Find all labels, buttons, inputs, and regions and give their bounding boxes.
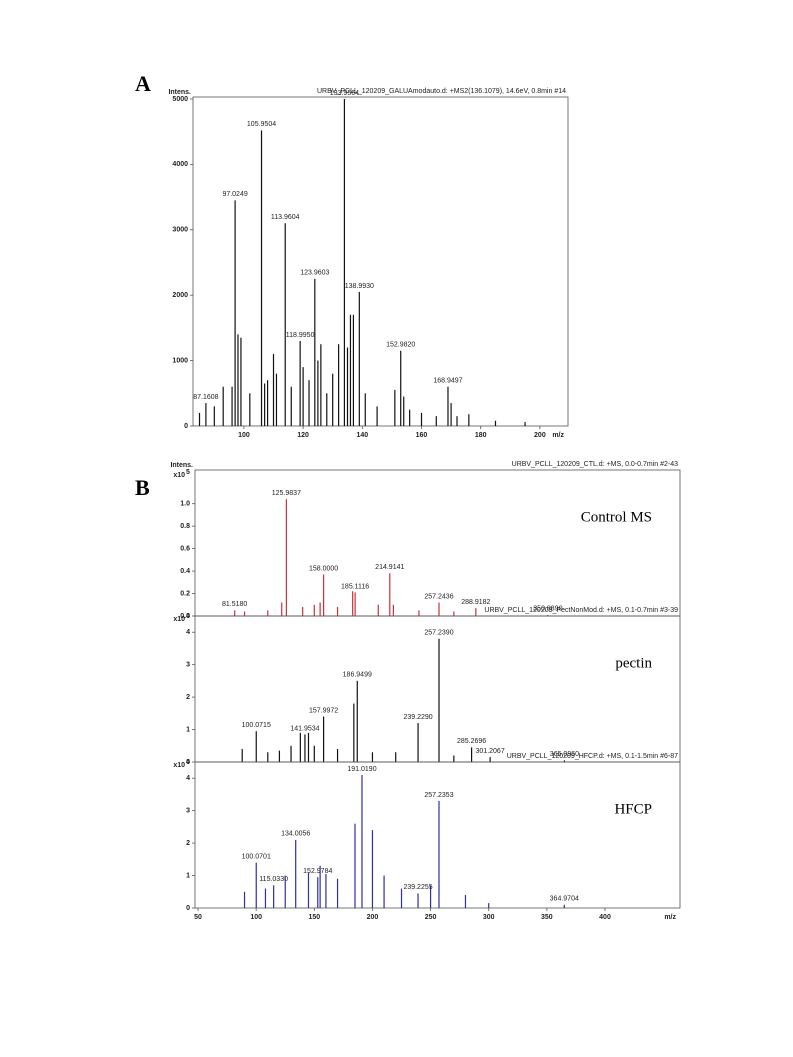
plot-frame (192, 96, 569, 427)
y-scale-label: x10 (173, 616, 185, 623)
spectrum-name: pectin (615, 655, 652, 671)
y-tick-label: 4 (186, 629, 190, 636)
peak-label: 115.0330 (259, 876, 288, 883)
peak-label: 168.9497 (433, 378, 462, 385)
x-tick-label: 100 (250, 914, 262, 921)
peak-label: 185.1116 (341, 583, 369, 590)
peak-label: 123.9603 (300, 270, 329, 277)
plot-frame (194, 615, 681, 763)
y-scale-exponent: 4 (186, 759, 190, 766)
peak-label: 87.1608 (193, 394, 218, 401)
y-scale-label: x10 (173, 762, 185, 769)
y-tick-label: 0 (186, 905, 190, 912)
spectrum-name: HFCP (614, 801, 652, 817)
spectrum-title: URBV_PCLL_120209_CTL.d: +MS, 0.0-0.7min … (512, 461, 678, 468)
peak-label: 141.9534 (290, 725, 319, 732)
peak-label: 257.2353 (424, 792, 453, 799)
x-tick-label: 250 (425, 914, 437, 921)
y-scale-label: x10 (173, 472, 185, 479)
peak-label: 364.9704 (550, 896, 579, 903)
peak-label: 100.0701 (242, 853, 271, 860)
x-tick-label: 160 (416, 432, 428, 439)
peak-label: 138.9930 (345, 283, 374, 290)
peak-label: 81.5180 (222, 601, 247, 608)
peak-label: 257.2436 (424, 593, 453, 600)
y-tick-label: 1 (186, 726, 190, 733)
x-tick-label: 50 (194, 914, 202, 921)
spectrum-title: URBV_PCLL_120209_PectNonMod.d: +MS, 0.1-… (484, 607, 678, 614)
y-tick-label: 3 (186, 662, 190, 669)
peak-label: 133.9564 (330, 90, 359, 97)
x-axis-label: m/z (664, 914, 676, 921)
y-tick-label: 2 (186, 840, 190, 847)
x-tick-label: 100 (238, 432, 250, 439)
y-tick-label: 0 (186, 759, 190, 766)
peak-label: 125.9837 (272, 490, 301, 497)
y-tick-label: 0.0 (180, 613, 190, 620)
x-tick-label: 200 (534, 432, 546, 439)
peak-label: 214.9141 (375, 564, 404, 571)
y-axis-label: Intens. (168, 89, 191, 96)
x-tick-label: 200 (367, 914, 379, 921)
peak-label: 365.0960 (550, 751, 579, 758)
peak-label: 118.9950 (286, 332, 315, 339)
spectrum-title: URBV_PCLL_120209_HFCP.d: +MS, 0.1-1.5min… (507, 753, 678, 760)
x-tick-label: 400 (599, 914, 611, 921)
peak-label: 157.9972 (309, 707, 338, 714)
peak-label: 186.9499 (343, 672, 372, 679)
peak-label: 152.9784 (303, 868, 332, 875)
peak-label: 285.2696 (457, 738, 486, 745)
x-tick-label: 150 (308, 914, 320, 921)
y-scale-exponent: 5 (186, 469, 190, 476)
x-tick-label: 120 (297, 432, 309, 439)
peak-label: 257.2390 (424, 630, 453, 637)
spectrum-title: URBV_PCLL_120209_GALUAmodauto.d: +MS2(13… (317, 88, 566, 95)
y-tick-label: 4000 (172, 161, 188, 168)
peak-label: 158.0000 (309, 565, 338, 572)
y-tick-label: 3 (186, 808, 190, 815)
y-tick-label: 3000 (172, 227, 188, 234)
spectrum-name: Control MS (581, 509, 652, 525)
y-tick-label: 0.2 (180, 590, 190, 597)
x-tick-label: 350 (541, 914, 553, 921)
y-axis-label: Intens. (170, 462, 193, 469)
peak-label: 350.8890 (533, 606, 562, 613)
y-tick-label: 1000 (172, 357, 188, 364)
y-tick-label: 0.8 (180, 523, 190, 530)
y-tick-label: 4 (186, 775, 190, 782)
panel-label: A (135, 71, 151, 96)
y-tick-label: 1 (186, 872, 190, 879)
peak-label: 191.0190 (347, 766, 376, 773)
x-tick-label: 300 (483, 914, 495, 921)
peak-label: 97.0249 (222, 191, 247, 198)
x-tick-label: 140 (356, 432, 368, 439)
x-axis-label: m/z (552, 432, 564, 439)
y-tick-label: 0.6 (180, 545, 190, 552)
peak-label: 239.2255 (403, 884, 432, 891)
peak-label: 239.2290 (403, 714, 432, 721)
peak-label: 134.0056 (281, 831, 310, 838)
y-tick-label: 2 (186, 694, 190, 701)
y-tick-label: 5000 (172, 96, 188, 103)
peak-label: 100.0715 (242, 722, 271, 729)
y-tick-label: 2000 (172, 292, 188, 299)
y-tick-label: 1.0 (180, 501, 190, 508)
panel-label: B (135, 475, 150, 500)
peak-label: 152.9820 (386, 342, 415, 349)
y-tick-label: 0.4 (180, 568, 190, 575)
plot-frame (194, 761, 681, 909)
peak-label: 288.9182 (461, 599, 490, 606)
peak-label: 105.9504 (247, 121, 276, 128)
y-scale-exponent: 4 (186, 613, 190, 620)
peak-label: 301.2067 (476, 748, 505, 755)
x-tick-label: 180 (475, 432, 487, 439)
peak-label: 113.9604 (271, 214, 300, 221)
y-tick-label: 0 (184, 423, 188, 430)
